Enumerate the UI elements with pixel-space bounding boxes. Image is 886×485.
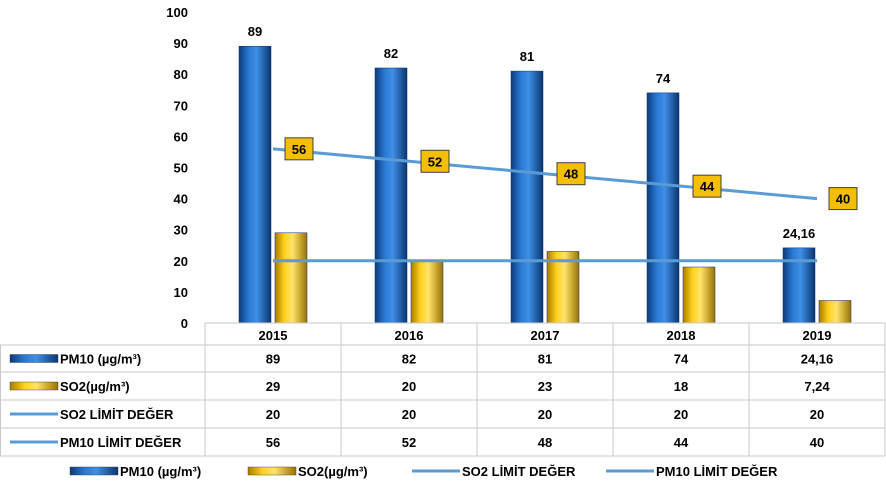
pm10-data-label: 81 xyxy=(520,49,534,64)
pm10-limit-label-box xyxy=(284,137,314,161)
table-cell: 82 xyxy=(402,352,416,367)
category-label: 2018 xyxy=(667,328,696,343)
pm10-limit-data-label: 48 xyxy=(564,167,578,182)
table-cell: 52 xyxy=(402,435,416,450)
table-cell: 48 xyxy=(538,435,552,450)
legend: PM10 (µg/m³) SO2(µg/m³) SO2 LİMİT DEĞER PM1… xyxy=(69,464,778,479)
so2-bar xyxy=(410,260,444,324)
table-cell: 74 xyxy=(674,352,689,367)
so2-bar xyxy=(274,232,308,324)
table-cell: 24,16 xyxy=(801,352,834,367)
table-cell: 20 xyxy=(538,407,552,422)
legend-key xyxy=(247,466,297,476)
category-label: 2016 xyxy=(395,328,424,343)
pm10-limit-line xyxy=(272,147,818,201)
table-cell: 20 xyxy=(266,407,280,422)
y-tick-label: 40 xyxy=(174,192,188,207)
pm10-data-label: 24,16 xyxy=(783,226,816,241)
legend-key xyxy=(9,381,59,391)
table-series-name: PM10 (µg/m³) xyxy=(60,352,141,367)
legend-entry: SO2 LİMİT DEĞER xyxy=(462,464,576,479)
table-series-name: SO2(µg/m³) xyxy=(60,379,130,394)
so2-bar xyxy=(682,266,716,324)
pm10-limit-data-label: 56 xyxy=(292,142,306,157)
pm10-bar xyxy=(782,247,816,324)
y-axis: 0 10 20 30 40 50 60 70 80 90 100 xyxy=(166,5,188,331)
y-tick-label: 0 xyxy=(181,316,188,331)
table-series-name: SO2 LİMİT DEĞER xyxy=(60,407,174,422)
category-label: 2017 xyxy=(531,328,560,343)
y-tick-label: 30 xyxy=(174,223,188,238)
table-cell: 20 xyxy=(810,407,824,422)
pm10-bar xyxy=(374,67,408,324)
legend-key xyxy=(9,354,59,363)
pm10-bar xyxy=(238,45,272,324)
y-tick-label: 70 xyxy=(174,98,188,113)
pm10-data-label: 89 xyxy=(248,24,262,39)
table-cell: 29 xyxy=(266,379,280,394)
legend-key xyxy=(69,466,119,476)
y-tick-label: 60 xyxy=(174,129,188,144)
table-cell: 20 xyxy=(402,407,416,422)
pm10-limit-label-box xyxy=(556,162,586,186)
table-cell: 44 xyxy=(674,435,689,450)
so2-bar xyxy=(546,251,580,324)
legend-entry: PM10 (µg/m³) xyxy=(120,464,201,479)
pm10-limit-label-box xyxy=(692,174,722,198)
y-tick-label: 90 xyxy=(174,36,188,51)
table-cell: 18 xyxy=(674,379,688,394)
table-cell: 81 xyxy=(538,352,552,367)
bar-series-group: 89 82 81 74 24,16 xyxy=(238,24,852,324)
pm10-limit-data-label: 44 xyxy=(700,179,715,194)
table-cell: 20 xyxy=(402,379,416,394)
pm10-data-label: 74 xyxy=(656,71,671,86)
legend-entry: SO2(µg/m³) xyxy=(298,464,368,479)
pm10-bar xyxy=(510,70,544,324)
legend-entry: PM10 LİMİT DEĞER xyxy=(656,464,778,479)
table-cell: 89 xyxy=(266,352,280,367)
table-cell: 23 xyxy=(538,379,552,394)
y-tick-label: 100 xyxy=(166,5,188,20)
table-cell: 40 xyxy=(810,435,824,450)
pm10-limit-label-box xyxy=(420,149,450,173)
y-tick-label: 50 xyxy=(174,161,188,176)
table-cell: 56 xyxy=(266,435,280,450)
category-label: 2015 xyxy=(259,328,288,343)
so2-bar xyxy=(818,300,852,324)
pm10-limit-label-box xyxy=(828,187,858,211)
table-series-name: PM10 LİMİT DEĞER xyxy=(60,435,182,450)
pm10-limit-data-label: 52 xyxy=(428,154,442,169)
pm10-bar xyxy=(646,92,680,324)
table-cell: 7,24 xyxy=(804,379,830,394)
y-tick-label: 20 xyxy=(174,254,188,269)
line-series-group: 56 52 48 44 40 xyxy=(272,137,858,263)
table-cell: 20 xyxy=(674,407,688,422)
pm10-limit-data-label: 40 xyxy=(836,192,850,207)
y-tick-label: 80 xyxy=(174,67,188,82)
y-tick-label: 10 xyxy=(174,285,188,300)
category-label: 2019 xyxy=(803,328,832,343)
pm10-data-label: 82 xyxy=(384,46,398,61)
